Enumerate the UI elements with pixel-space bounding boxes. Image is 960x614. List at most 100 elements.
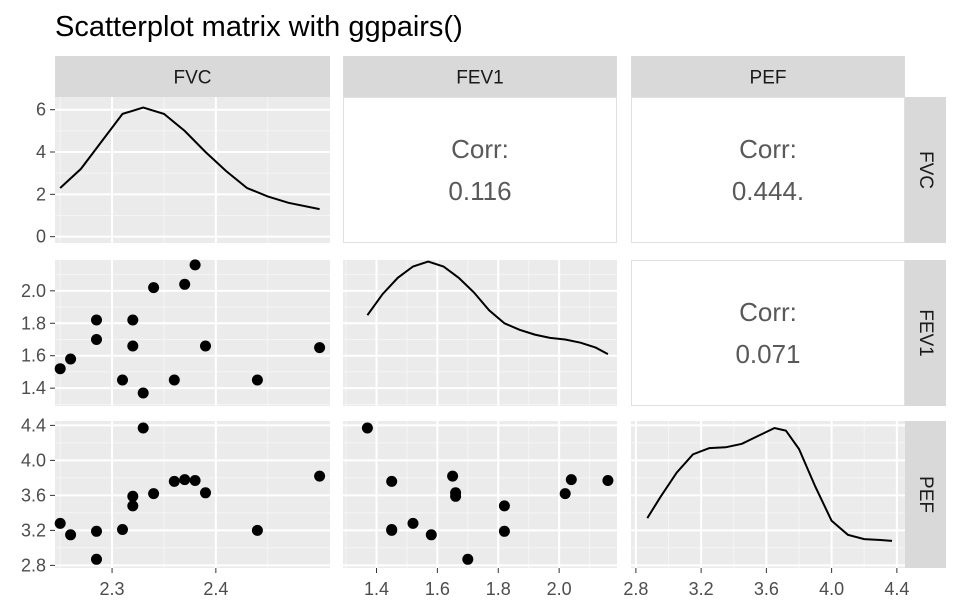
scatter-point [179, 278, 191, 290]
scatter-point [91, 334, 102, 345]
scatter-point [127, 500, 139, 512]
strip-top-pef [631, 56, 905, 97]
strip-right-label: PEF [915, 476, 936, 513]
panel-pef-fev1 [343, 421, 617, 568]
strip-right-label: FVC [915, 151, 936, 189]
density-line-fev1 [366, 260, 609, 355]
scatter-point [91, 553, 102, 565]
strip-right-label: FEV1 [915, 309, 936, 357]
x-tick-label: 2.3 [100, 579, 125, 599]
scatter-point [117, 374, 128, 386]
scatter-point [91, 314, 102, 326]
y-tick-label: 3.2 [21, 520, 46, 540]
scatter-point [251, 524, 263, 536]
scatter-point [407, 517, 419, 529]
scatter-point [314, 470, 326, 482]
scatter-point [168, 475, 180, 487]
scatter-point [447, 470, 459, 482]
corr-label: Corr: [739, 134, 797, 164]
x-tick-label: 2.0 [547, 579, 572, 599]
x-tick-label: 1.4 [364, 579, 389, 599]
scatter-point [498, 525, 510, 537]
scatter-point [462, 553, 474, 565]
y-tick-label: 6 [36, 100, 46, 120]
scatter-point [386, 524, 398, 536]
x-tick-label: 2.4 [203, 579, 228, 599]
panel-fvc-fev1: Corr: 0.116 [343, 97, 617, 243]
strip-top-fev1 [343, 56, 617, 97]
scatter-point [386, 475, 398, 487]
panel-fvc-fvc [55, 97, 330, 243]
y-tick-label: 4 [36, 142, 46, 162]
y-tick-label: 1.4 [21, 378, 46, 398]
scatter-point [148, 488, 160, 500]
panel-fvc-pef: Corr: 0.444. [631, 97, 905, 243]
scatter-point [54, 363, 66, 375]
scatter-point [200, 487, 211, 499]
y-tick-label: 4.0 [21, 450, 46, 470]
corr-panel-bg [631, 97, 905, 243]
corr-label: Corr: [451, 134, 509, 164]
x-tick-label: 2.8 [623, 579, 648, 599]
axes-layer: 0 2 4 6 1.4 1.6 1.8 2.0 2.8 3.2 3.6 4.0 4.4 2.3 2.4 1.4… [21, 100, 909, 599]
scatter-point [65, 353, 77, 365]
strip-right-pef [905, 421, 946, 568]
panel-pef-fvc [54, 421, 330, 568]
strip-top-label: FVC [174, 68, 212, 89]
chart-title: Scatterplot matrix with ggpairs() [55, 11, 463, 43]
corr-panel-bg [343, 97, 617, 243]
y-tick-label: 0 [36, 227, 46, 247]
scatter-point [127, 340, 139, 352]
scatter-point [559, 488, 571, 500]
corr-value: 0.444. [732, 176, 804, 206]
y-tick-label: 1.6 [21, 346, 46, 366]
panel-fev1-fev1 [343, 260, 617, 406]
x-tick-label: 4.0 [819, 579, 844, 599]
scatter-point [450, 487, 462, 499]
scatter-point [498, 500, 510, 512]
panel-pef-pef [631, 421, 905, 568]
x-tick-label: 1.8 [486, 579, 511, 599]
corr-panel-bg [631, 260, 905, 406]
scatter-point [168, 374, 180, 386]
panel-bg [343, 260, 617, 406]
scatter-point [189, 259, 201, 271]
panels-layer: Corr: 0.116 Corr: 0.444. Corr: 0.071 [54, 97, 905, 568]
y-tick-label: 3.6 [21, 485, 46, 505]
x-tick-label: 4.4 [884, 579, 909, 599]
density-line-fvc [59, 106, 320, 211]
density-line-pef [646, 426, 893, 542]
panel-bg [55, 97, 330, 243]
y-tick-label: 1.8 [21, 313, 46, 333]
strips-layer: FVC FEV1 PEF FVC FEV1 PEF [55, 56, 946, 568]
x-tick-label: 1.6 [425, 579, 450, 599]
scatter-point [127, 314, 139, 326]
corr-value: 0.071 [735, 339, 800, 369]
scatter-point [602, 475, 614, 486]
scatter-point [148, 282, 160, 294]
strip-top-label: FEV1 [456, 68, 504, 89]
scatter-point [189, 475, 201, 486]
strip-top-fvc [55, 56, 330, 97]
scatter-point [425, 529, 437, 541]
corr-label: Corr: [739, 297, 797, 327]
scatter-point [91, 525, 102, 537]
strip-right-fev1 [905, 260, 946, 406]
y-tick-label: 2.8 [21, 555, 46, 575]
panel-fev1-pef: Corr: 0.071 [631, 260, 905, 406]
scatter-point [127, 490, 139, 502]
scatter-point [361, 422, 373, 434]
x-tick-label: 3.6 [754, 579, 779, 599]
scatter-point [200, 340, 211, 352]
x-tick-label: 3.2 [689, 579, 714, 599]
scatter-point [137, 422, 149, 434]
scatter-point [65, 529, 77, 541]
scatter-point [179, 474, 191, 486]
panel-bg [55, 260, 330, 406]
scatter-point [565, 474, 577, 486]
strip-top-label: PEF [750, 68, 787, 89]
scatter-point [117, 524, 128, 535]
panel-fev1-fvc [54, 259, 330, 406]
y-tick-label: 4.4 [21, 415, 46, 435]
